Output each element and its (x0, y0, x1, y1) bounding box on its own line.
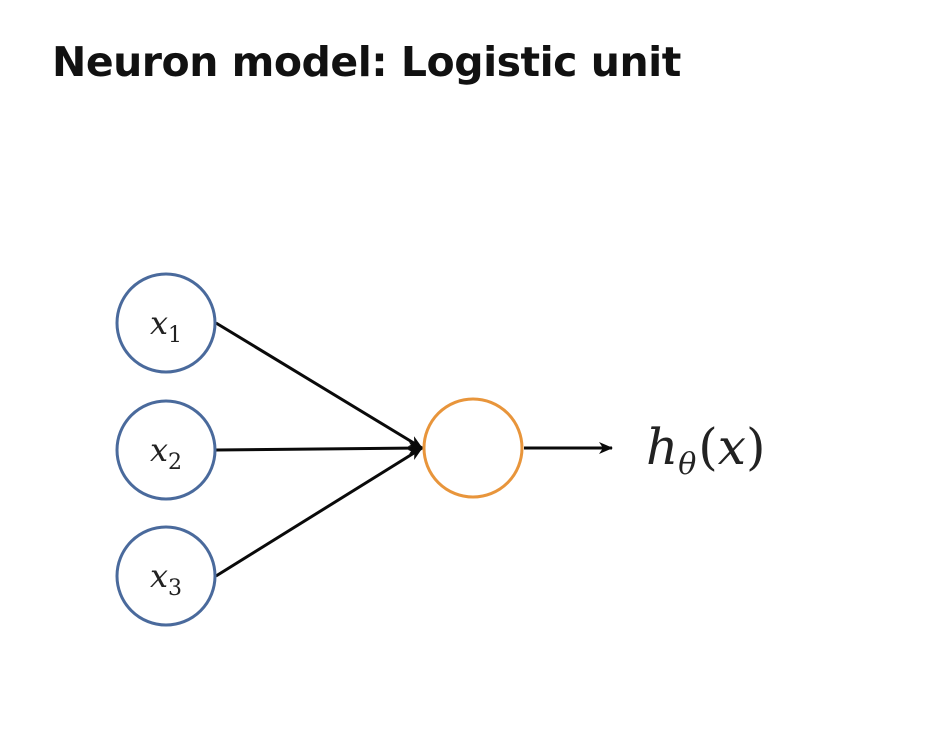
input-var-x3: x (150, 557, 168, 595)
edge-x2-to-unit (215, 442, 423, 455)
output-open-paren: ( (698, 418, 718, 476)
input-node-x1 (115, 272, 217, 374)
output-close-paren: ) (746, 418, 766, 476)
output-label: hθ(x) (646, 418, 766, 482)
input-label-x1: x1 (150, 304, 182, 348)
output-sub: θ (678, 447, 696, 482)
slide-title: Neuron model: Logistic unit (52, 38, 681, 86)
input-node-x3 (115, 525, 217, 627)
logistic-unit-node (422, 397, 524, 499)
output-arg: x (718, 418, 746, 476)
input-var-x1: x (150, 304, 168, 342)
input-sub-x3: 3 (168, 576, 182, 601)
edge-x3-to-unit (215, 446, 423, 578)
input-label-x2: x2 (150, 431, 182, 475)
input-sub-x1: 1 (168, 323, 182, 348)
input-var-x2: x (150, 431, 168, 469)
input-sub-x2: 2 (168, 450, 182, 475)
edge-x1-to-unit (215, 321, 423, 450)
output-func: h (646, 418, 678, 476)
input-node-x2 (115, 399, 217, 501)
input-label-x3: x3 (150, 557, 182, 601)
